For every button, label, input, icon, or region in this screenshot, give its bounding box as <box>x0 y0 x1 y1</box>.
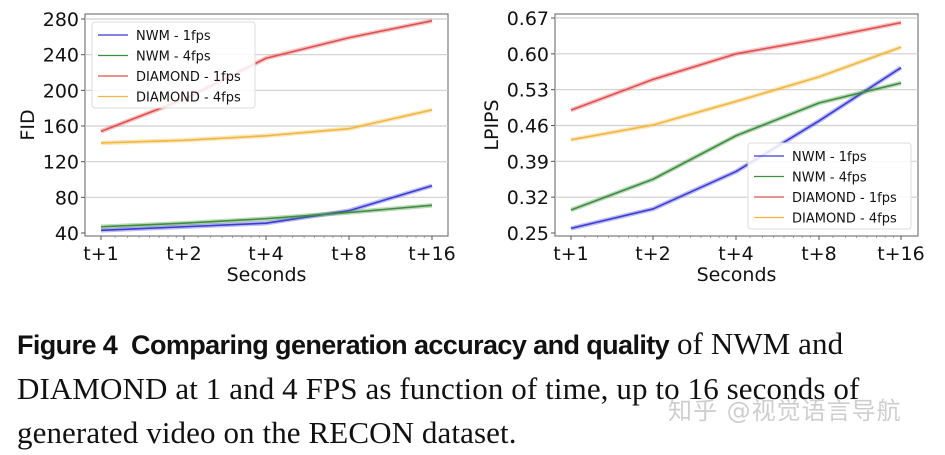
fid-chart: 40 80 120 160 200 240 280 t+1 t+2 t+4 t+8 t+16 Secon… <box>17 9 456 286</box>
figure-caption: Figure 4 Comparing generation accuracy a… <box>17 322 932 455</box>
y-tick-label: 0.60 <box>507 44 549 66</box>
x-tick-label: t+4 <box>718 243 753 265</box>
y-tick-label: 0.32 <box>507 187 549 209</box>
y-tick-label: 160 <box>43 116 79 138</box>
series-line-nwm-1fps <box>570 66 902 230</box>
legend-label: DIAMOND - 1fps <box>792 191 897 206</box>
caption-text: of NWM and DIAMOND at 1 and 4 FPS as fun… <box>17 326 860 450</box>
y-axis-label: FID <box>17 109 39 140</box>
x-axis-label: Seconds <box>697 264 777 286</box>
lpips-chart: 0.25 0.32 0.39 0.46 0.53 0.60 0.67 t+1 t+2 t+4 t+8… <box>481 8 925 286</box>
legend-box <box>91 21 256 109</box>
series-line-diamond-1fps <box>100 19 433 133</box>
legend-box <box>747 142 912 230</box>
series-line-diamond-4fps <box>570 46 902 141</box>
y-tick-label: 40 <box>55 223 79 245</box>
x-tick-label: t+4 <box>248 243 283 265</box>
x-tick-label: t+2 <box>166 243 201 265</box>
x-tick-label: t+1 <box>83 243 118 265</box>
y-tick-label: 240 <box>43 45 79 67</box>
figure-charts: 40 80 120 160 200 240 280 t+1 t+2 t+4 t+8 t+16 Secon… <box>17 8 925 286</box>
y-tick-label: 80 <box>55 187 79 209</box>
legend-label: NWM - 4fps <box>792 171 867 186</box>
y-tick-label: 0.53 <box>507 80 549 102</box>
watermark: 知乎 @视觉语言导航 <box>668 397 902 425</box>
series-line-diamond-4fps <box>100 109 433 144</box>
legend-label: NWM - 4fps <box>136 50 211 65</box>
x-axis-label: Seconds <box>227 264 307 286</box>
y-tick-label: 0.39 <box>507 151 549 173</box>
legend-label: NWM - 1fps <box>792 150 867 165</box>
series-line-diamond-1fps <box>570 21 902 111</box>
x-tick-label: t+16 <box>408 243 456 265</box>
y-tick-label: 200 <box>43 80 79 102</box>
legend-label: DIAMOND - 1fps <box>136 70 241 85</box>
legend: NWM - 1fps NWM - 4fps DIAMOND - 1fps DIAMON… <box>91 21 256 109</box>
series-line-nwm-4fps <box>100 204 433 228</box>
x-tick-label: t+8 <box>801 243 836 265</box>
x-tick-label: t+1 <box>553 243 588 265</box>
legend-label: NWM - 1fps <box>136 29 211 44</box>
x-tick-label: t+16 <box>877 243 925 265</box>
y-tick-label: 120 <box>43 152 79 174</box>
x-tick-label: t+2 <box>635 243 670 265</box>
y-tick-label: 0.25 <box>507 223 549 245</box>
y-tick-label: 280 <box>43 9 79 31</box>
legend: NWM - 1fps NWM - 4fps DIAMOND - 1fps DIAMON… <box>747 142 912 230</box>
y-axis-label: LPIPS <box>481 99 503 150</box>
caption-figure-label: Figure 4 <box>17 330 118 360</box>
legend-label: DIAMOND - 4fps <box>792 212 897 227</box>
y-tick-label: 0.67 <box>507 8 549 30</box>
series-line-nwm-4fps <box>570 82 902 211</box>
x-tick-label: t+8 <box>331 243 366 265</box>
caption-bold-title: Comparing generation accuracy and qualit… <box>131 330 670 360</box>
legend-label: DIAMOND - 4fps <box>136 91 241 106</box>
y-tick-label: 0.46 <box>507 116 549 138</box>
series-line-nwm-1fps <box>100 184 433 232</box>
